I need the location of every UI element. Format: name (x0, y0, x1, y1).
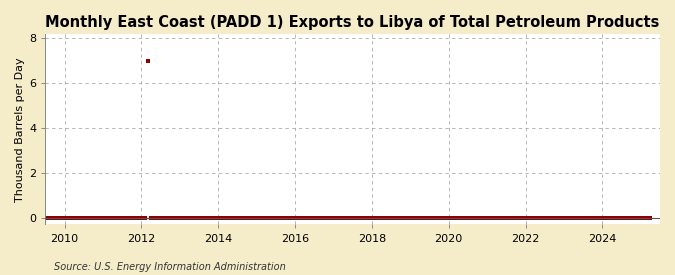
Title: Monthly East Coast (PADD 1) Exports to Libya of Total Petroleum Products: Monthly East Coast (PADD 1) Exports to L… (45, 15, 660, 30)
Text: Source: U.S. Energy Information Administration: Source: U.S. Energy Information Administ… (54, 262, 286, 272)
Y-axis label: Thousand Barrels per Day: Thousand Barrels per Day (15, 57, 25, 202)
